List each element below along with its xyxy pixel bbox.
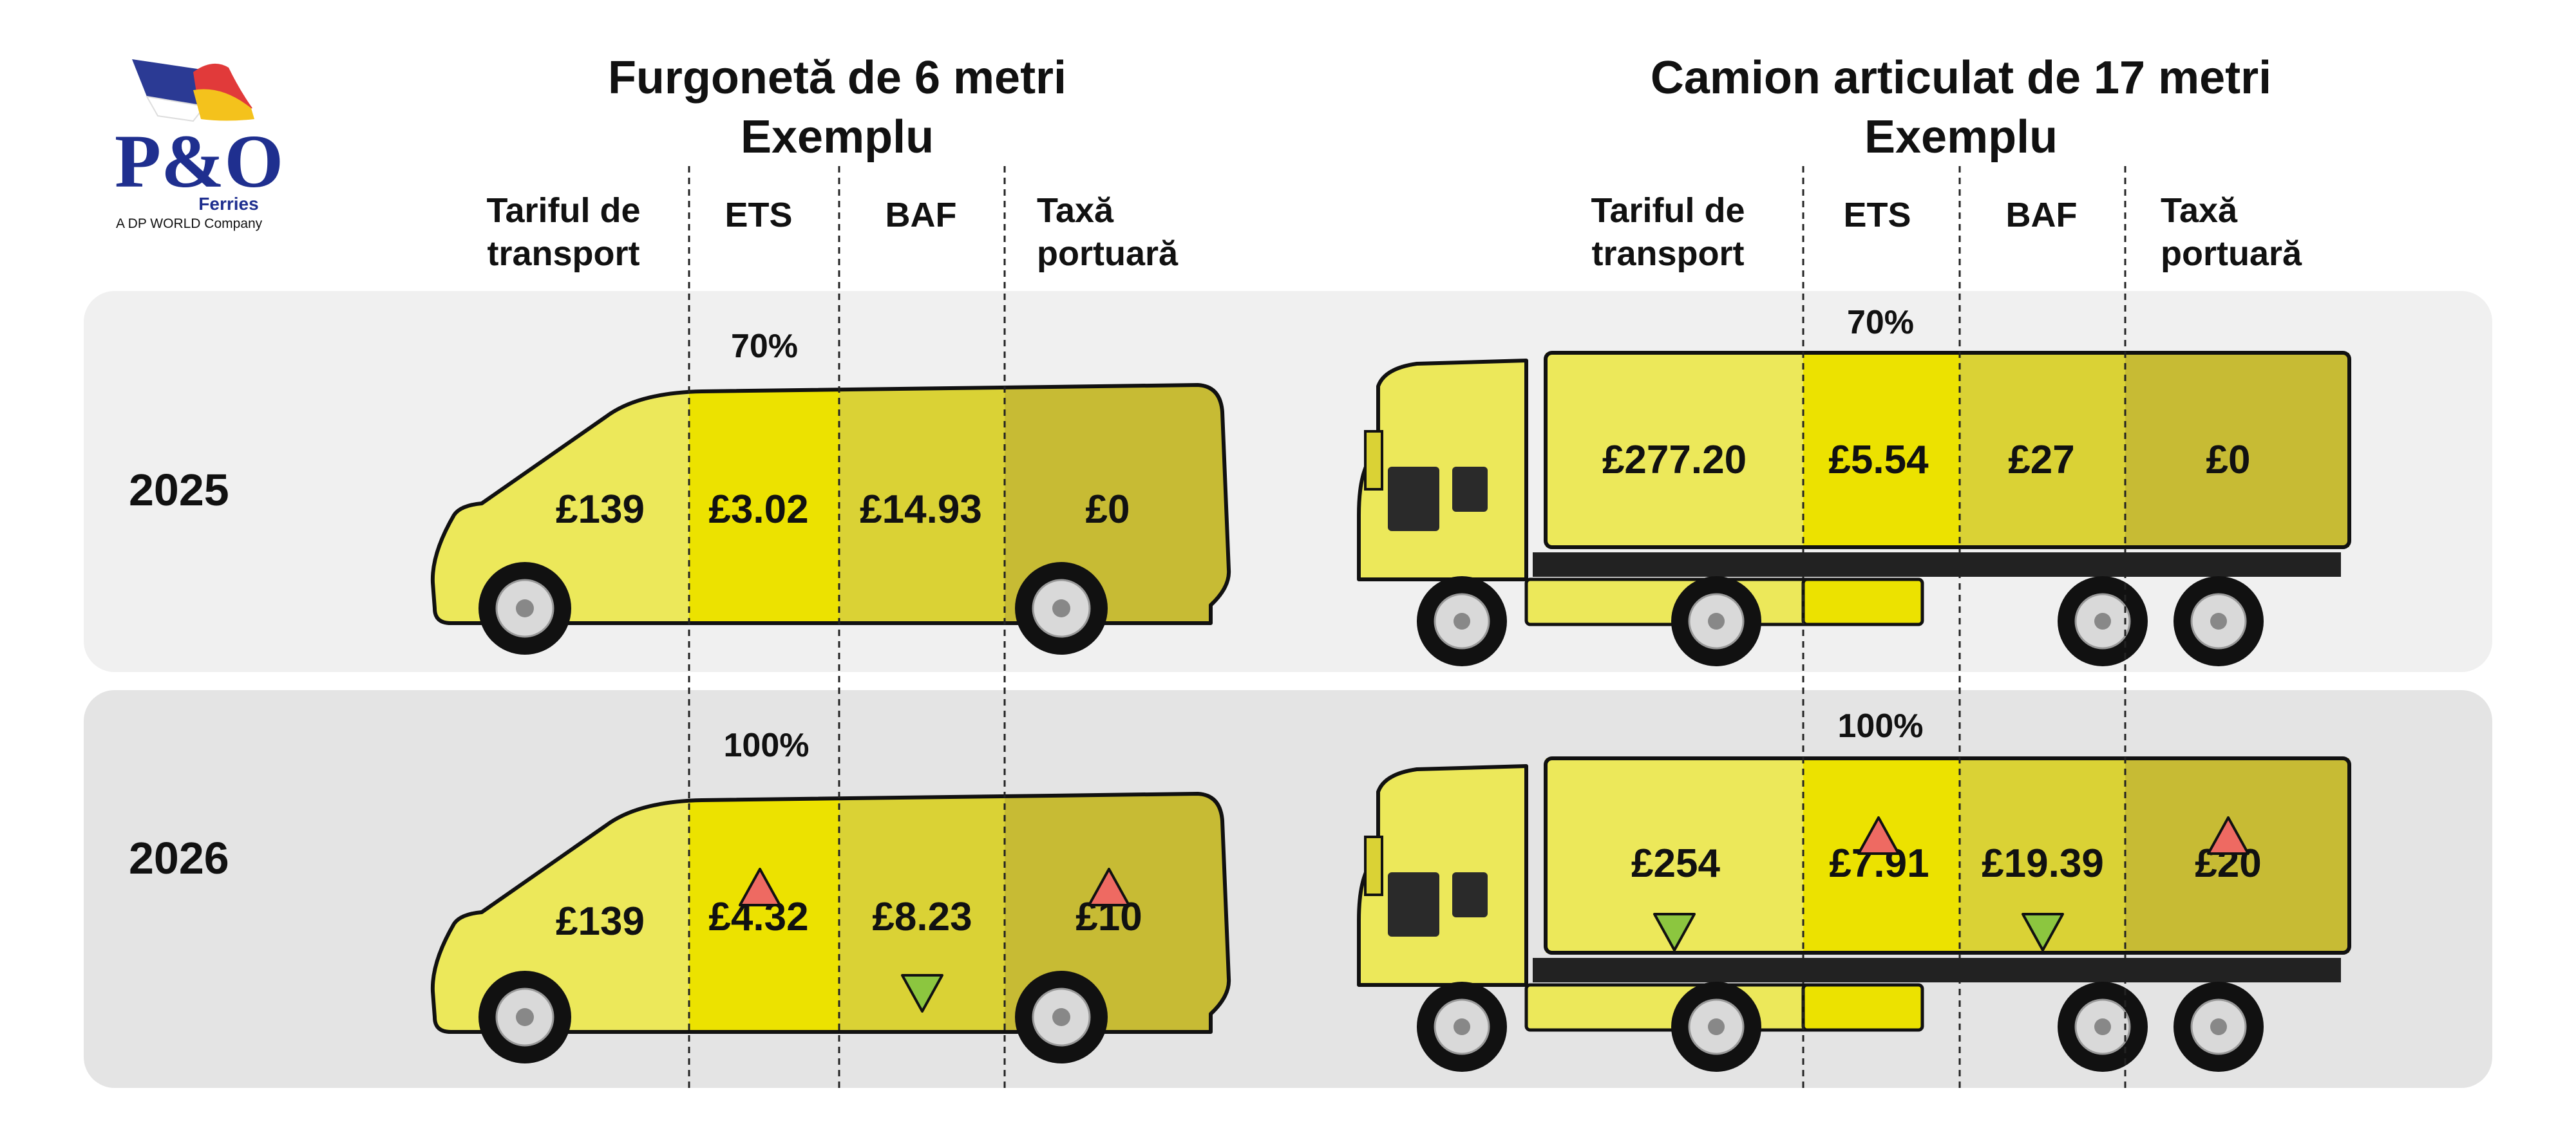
cab-window (1388, 872, 1439, 937)
van-2026-transport-value: £139 (556, 899, 645, 944)
van-2025-port-value: £0 (1086, 487, 1130, 532)
wheel-icon (1671, 576, 1761, 666)
van-ets-share-2025: 70% (731, 328, 798, 365)
wheel-icon (1015, 562, 1108, 655)
truck-zone-ets (1803, 758, 1960, 953)
van-body-outline (430, 383, 1231, 625)
truck-subtitle: Exemplu (1864, 111, 2058, 163)
trailer-outline (1544, 351, 2351, 549)
wheel-icon (2174, 576, 2264, 666)
logo-wordmark: P&O (115, 119, 283, 203)
truck-title: Camion articulat de 17 metri (1651, 52, 2271, 104)
truck-2025-port-value: £0 (2206, 438, 2251, 482)
truck-2025 (1357, 351, 2351, 666)
truck-zone-port (2125, 353, 2349, 547)
chassis (1533, 958, 2341, 982)
van-zone-ets (689, 794, 839, 1032)
trailer-box (1801, 577, 1924, 626)
truck-header-port: Taxă (2161, 191, 2238, 230)
truck-zone-port (2125, 758, 2349, 953)
truck-2026 (1357, 756, 2351, 1072)
truck-2026-transport-value: £254 (1631, 841, 1720, 886)
van-2026-baf-value: £8.23 (872, 895, 972, 939)
van-header-port: Taxă (1037, 191, 1114, 230)
van-body-outline (430, 792, 1231, 1034)
truck-ets-increase-arrow-icon (1857, 816, 1900, 855)
year-label-2026: 2026 (129, 833, 229, 883)
wheel-icon (478, 562, 571, 655)
van-baf-decrease-arrow-icon (901, 974, 943, 1013)
van-ets-share-2026: 100% (724, 727, 810, 764)
truck-2025-baf-value: £27 (2008, 438, 2074, 482)
van-zone-baf (839, 385, 1005, 623)
van-header-ets: ETS (724, 196, 792, 234)
van-zone-ets (689, 385, 839, 623)
van-ets-increase-arrow-icon (739, 868, 781, 906)
truck-2026-baf-value: £19.39 (1982, 841, 2104, 886)
van-header-transport: Tariful de (486, 191, 640, 230)
mirror-icon (1364, 430, 1383, 491)
truck-zone-transport (1546, 353, 1803, 547)
wheel-icon (1015, 971, 1108, 1063)
cab-window (1452, 872, 1488, 917)
van-title: Furgonetă de 6 metri (608, 52, 1066, 104)
wheel-icon (1671, 982, 1761, 1072)
logo-tagline: A DP WORLD Company (116, 216, 263, 231)
trailer-outline (1544, 756, 2351, 955)
van-header-transport: transport (487, 234, 639, 273)
truck-baf-decrease-arrow-icon (2022, 913, 2064, 951)
flag-icon (132, 59, 254, 122)
van-2025-ets-value: £3.02 (708, 487, 808, 532)
cab-window (1452, 467, 1488, 512)
trailer-box (1801, 983, 1924, 1032)
truck-transport-decrease-arrow-icon (1653, 913, 1696, 951)
van-subtitle: Exemplu (741, 111, 934, 163)
truck-header-transport: Tariful de (1591, 191, 1745, 230)
truck-zone-ets (1803, 353, 1960, 547)
wheel-icon (2174, 982, 2264, 1072)
wheel-icon (2058, 982, 2148, 1072)
van-2025-baf-value: £14.93 (860, 487, 982, 532)
logo-ferries: Ferries (198, 194, 258, 214)
van-2025 (430, 383, 1231, 655)
truck-zone-baf (1960, 353, 2125, 547)
column-dividers (688, 166, 2126, 1088)
truck-ets-share-2025: 70% (1847, 304, 1914, 341)
wheel-icon (1417, 576, 1507, 666)
van-port-increase-arrow-icon (1088, 868, 1130, 906)
trend-indicators (739, 816, 2249, 1013)
wheel-icon (478, 971, 571, 1063)
truck-2025-transport-value: £277.20 (1602, 438, 1747, 482)
truck-column-headers: Tariful de transport ETS BAF Taxă portua… (1591, 191, 2302, 273)
van-column-headers: Tariful de transport ETS BAF Taxă portua… (486, 191, 1179, 273)
truck-port-increase-arrow-icon (2207, 816, 2249, 855)
truck-header-baf: BAF (2006, 196, 2078, 234)
po-ferries-logo: P&O Ferries A DP WORLD Company (115, 59, 283, 231)
truck-header-transport: transport (1591, 234, 1744, 273)
truck-ets-share-2026: 100% (1838, 707, 1924, 745)
wheel-icon (1417, 982, 1507, 1072)
van-header-baf: BAF (886, 196, 957, 234)
van-header-port: portuară (1037, 234, 1179, 273)
truck-2025-ets-value: £5.54 (1828, 438, 1929, 482)
year-label-2025: 2025 (129, 465, 229, 515)
mirror-icon (1364, 836, 1383, 896)
wheel-icon (2058, 576, 2148, 666)
van-2025-transport-value: £139 (556, 487, 645, 532)
truck-cab (1357, 359, 1528, 581)
truck-header-port: portuară (2161, 234, 2302, 273)
cab-window (1388, 467, 1439, 531)
chassis (1533, 552, 2341, 577)
truck-header-ets: ETS (1843, 196, 1911, 234)
truck-cab (1357, 764, 1528, 987)
